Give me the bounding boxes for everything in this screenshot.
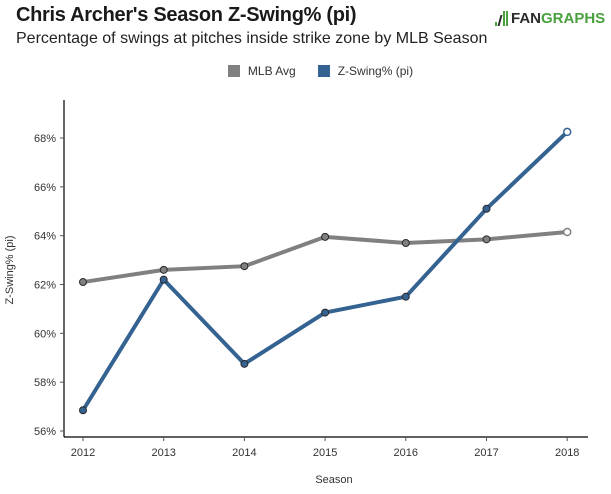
x-tick-label: 2013 (151, 447, 175, 459)
data-point-mlb-avg (562, 227, 572, 237)
data-point-mlb-avg (482, 235, 491, 244)
data-point-z-swing (562, 127, 572, 137)
legend-swatch-z-swing (317, 65, 330, 77)
x-tick-label: 2012 (71, 447, 95, 459)
logo-text-graphs: GRAPHS (541, 10, 606, 27)
series-z-swing (79, 127, 572, 415)
y-axis: 56% 58% 60% 62% 64% 66% 68% (34, 100, 65, 438)
fangraphs-logo[interactable]: FAN GRAPHS (495, 10, 605, 27)
fangraphs-logo-icon (495, 11, 509, 26)
y-tick-label: 68% (34, 133, 56, 145)
x-tick-label: 2016 (394, 447, 418, 459)
data-point-mlb-avg (79, 278, 87, 287)
y-tick-label: 60% (34, 328, 56, 340)
chart-subtitle: Percentage of swings at pitches inside s… (16, 30, 488, 47)
legend: MLB Avg Z-Swing% (pi) (0, 64, 611, 78)
legend-label-mlb-avg: MLB Avg (247, 64, 296, 78)
y-tick-label: 58% (34, 377, 56, 389)
y-tick-label: 56% (34, 426, 56, 438)
legend-item-z-swing[interactable]: Z-Swing% (pi) (317, 64, 414, 78)
legend-label-z-swing: Z-Swing% (pi) (337, 64, 414, 78)
legend-item-mlb-avg[interactable]: MLB Avg (227, 64, 296, 78)
y-tick-label: 62% (34, 280, 56, 292)
data-point-mlb-avg (321, 232, 330, 241)
data-point-z-swing (401, 292, 410, 301)
x-axis-title: Season (315, 474, 352, 486)
data-point-z-swing (79, 406, 87, 415)
chart-title: Chris Archer's Season Z-Swing% (pi) (16, 4, 357, 26)
data-point-mlb-avg (401, 238, 410, 247)
series-layer (79, 127, 572, 415)
x-tick-label: 2018 (555, 447, 579, 459)
y-tick-label: 64% (34, 231, 56, 243)
y-tick-label: 66% (34, 182, 56, 194)
legend-swatch-mlb-avg (227, 65, 240, 77)
series-mlb-avg (79, 227, 572, 287)
logo-text-fan: FAN (511, 10, 541, 27)
data-point-mlb-avg (159, 265, 168, 274)
data-point-z-swing (482, 204, 491, 213)
x-axis: 2012 2013 2014 2015 2016 2017 2018 (64, 436, 588, 459)
data-point-z-swing (159, 275, 168, 284)
y-axis-title: Z-Swing% (pi) (4, 235, 16, 304)
data-point-z-swing (321, 308, 330, 317)
x-tick-label: 2014 (232, 447, 256, 459)
data-point-mlb-avg (240, 262, 249, 271)
x-tick-label: 2017 (474, 447, 498, 459)
data-point-z-swing (240, 359, 249, 368)
x-tick-label: 2015 (313, 447, 337, 459)
